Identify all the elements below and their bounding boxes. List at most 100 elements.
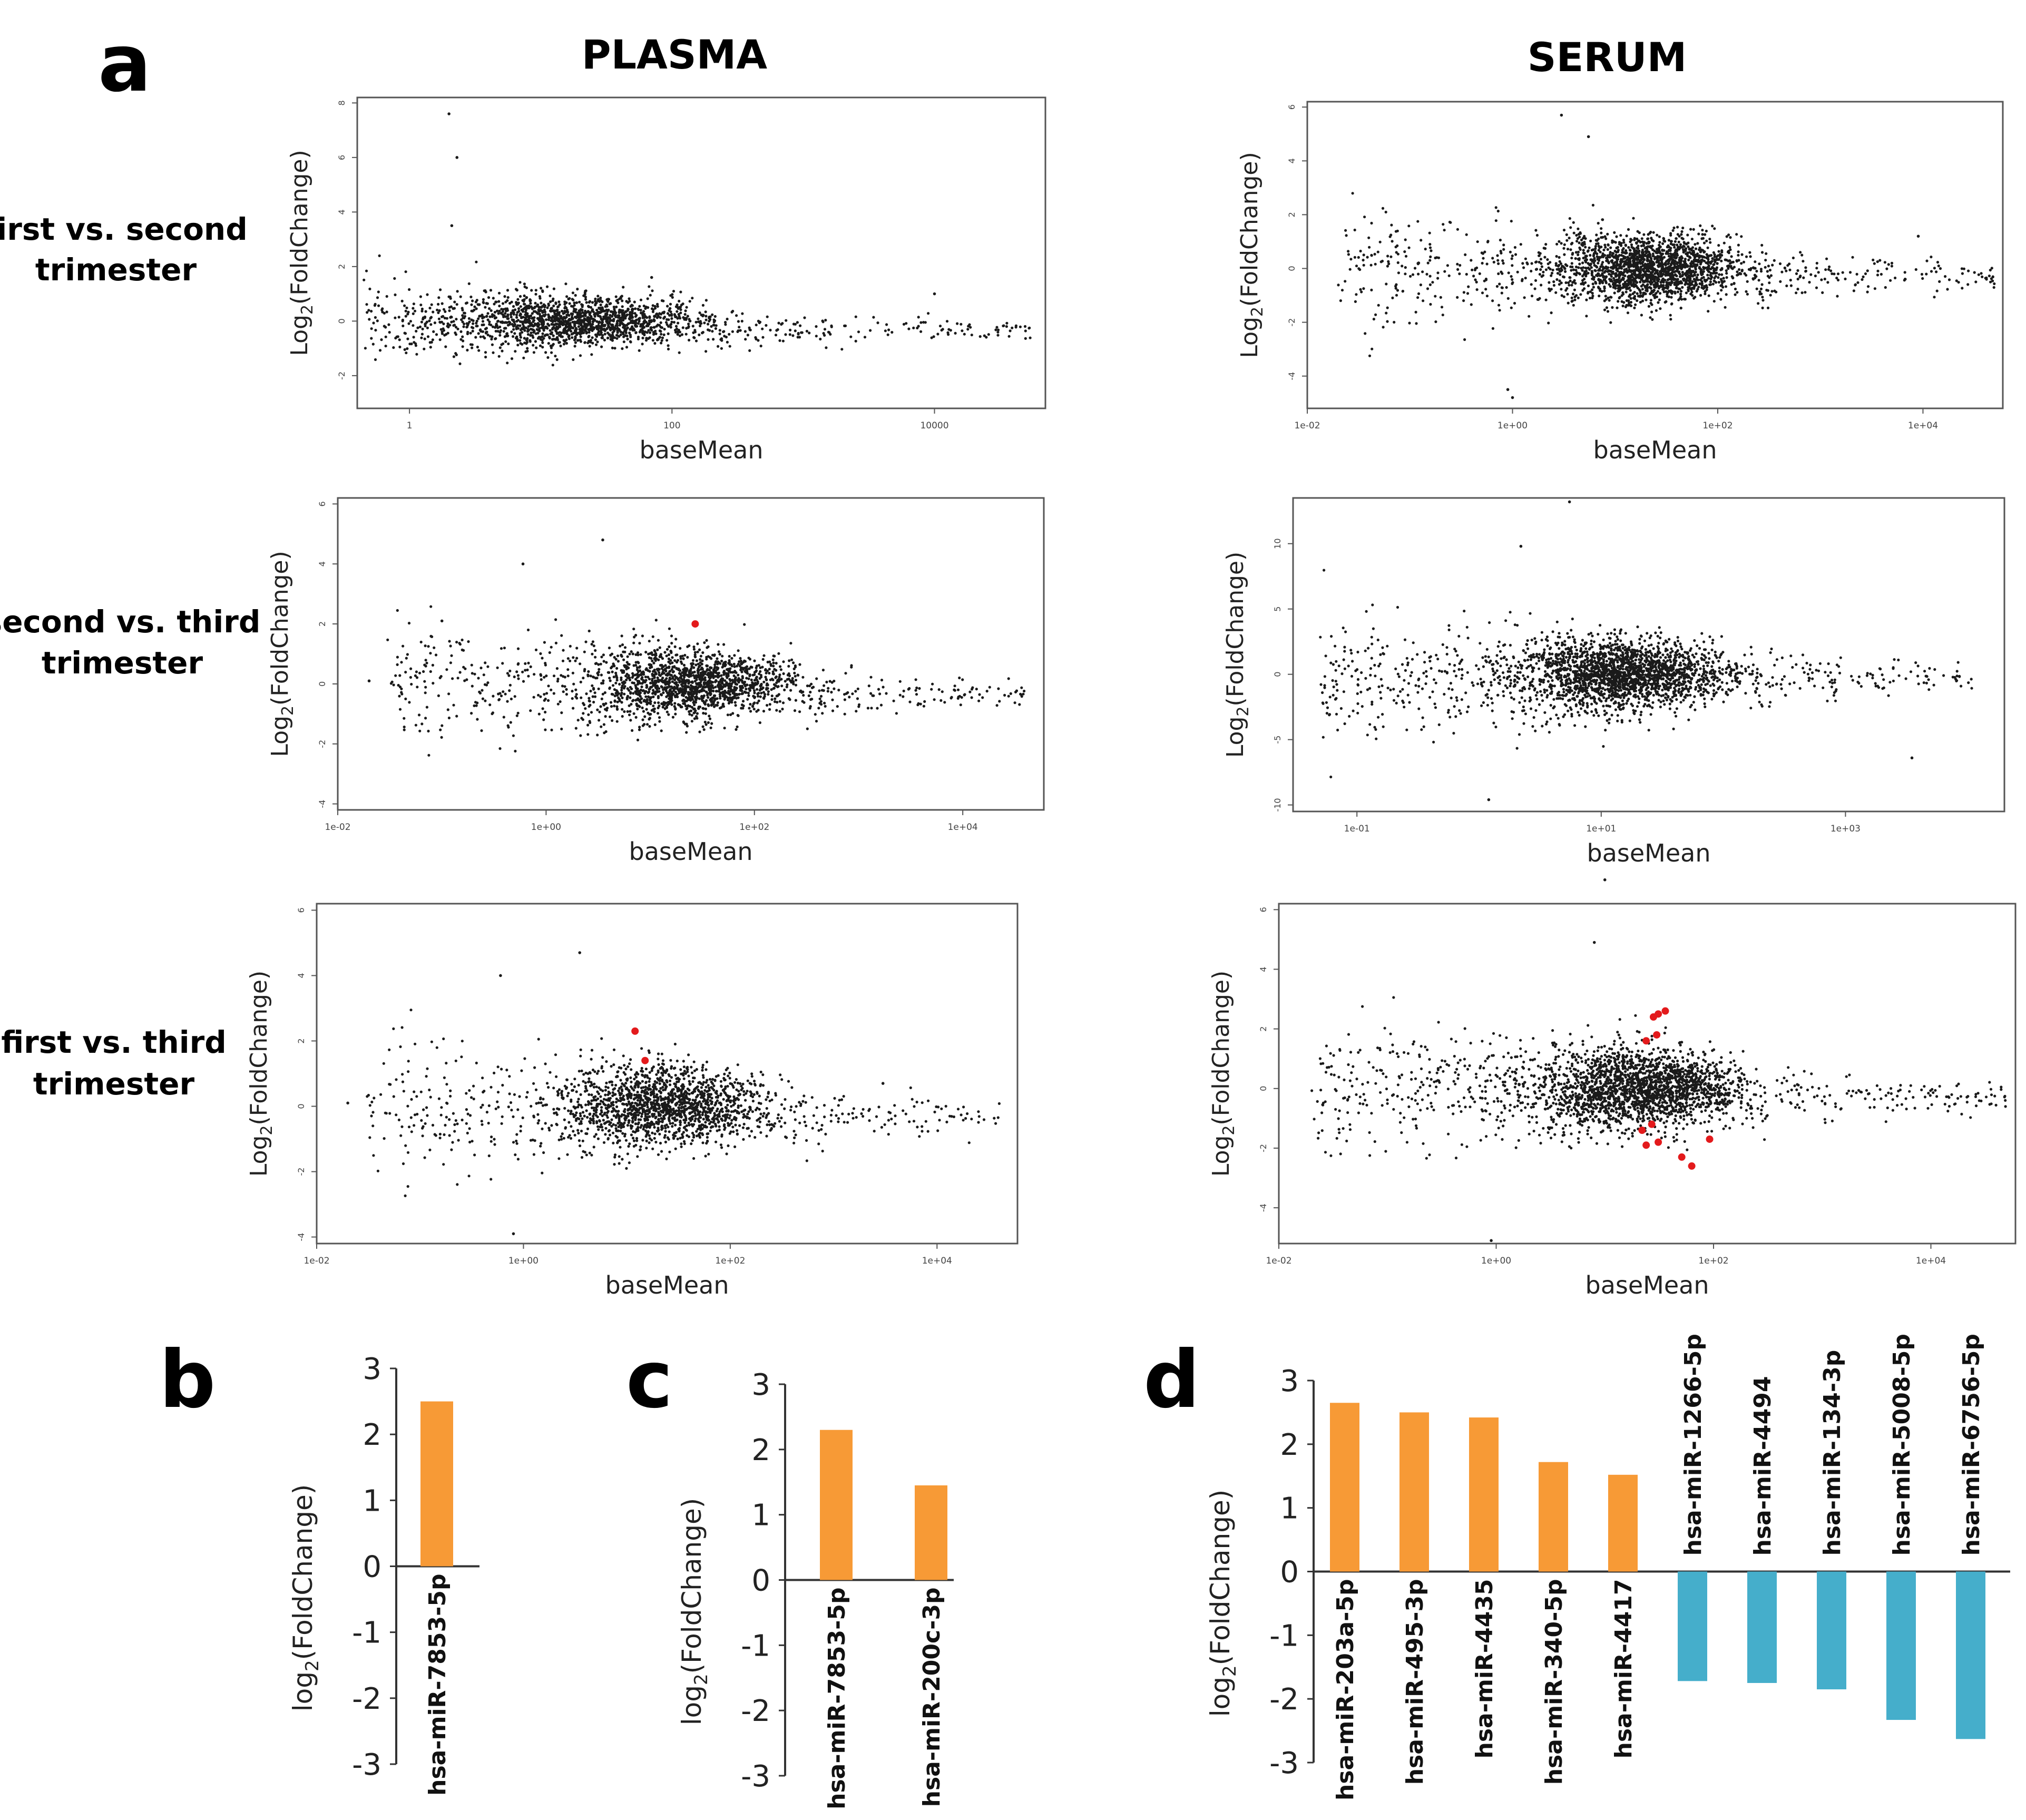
data-point: [1620, 244, 1623, 247]
data-point: [606, 298, 610, 301]
data-point: [559, 700, 562, 703]
data-point: [1428, 243, 1432, 246]
data-point: [573, 338, 576, 341]
data-point: [1593, 259, 1597, 262]
data-point: [808, 331, 811, 335]
data-point: [1660, 268, 1663, 272]
data-point: [1550, 311, 1553, 315]
data-point: [657, 315, 660, 318]
data-point: [1989, 268, 1992, 272]
data-point: [1705, 286, 1709, 289]
data-point: [1538, 260, 1541, 264]
data-point: [1673, 240, 1677, 243]
data-point: [830, 324, 833, 328]
data-point: [1745, 273, 1748, 277]
data-point: [1434, 256, 1437, 260]
data-point: [582, 315, 585, 318]
data-point: [1760, 243, 1764, 247]
data-point: [1002, 324, 1005, 327]
data-point: [523, 282, 526, 286]
data-point: [1629, 289, 1632, 292]
data-point: [595, 320, 599, 323]
data-point: [654, 329, 657, 332]
data-point: [1664, 263, 1667, 267]
data-point: [476, 325, 479, 328]
data-point: [736, 330, 739, 334]
data-point: [1535, 233, 1539, 237]
data-point: [430, 303, 433, 306]
data-point: [505, 332, 509, 335]
data-point: [642, 326, 645, 329]
data-point: [785, 319, 788, 322]
data-point: [1754, 260, 1757, 263]
data-point: [1669, 278, 1672, 281]
data-point: [568, 319, 571, 322]
data-point: [1700, 283, 1704, 287]
data-point: [1024, 337, 1027, 340]
data-point: [1598, 295, 1601, 298]
data-point: [384, 326, 387, 329]
data-point: [605, 308, 608, 311]
data-point: [966, 328, 970, 331]
data-point: [788, 333, 791, 336]
data-point: [1391, 240, 1394, 243]
data-point: [1550, 271, 1554, 275]
data-point: [1700, 286, 1704, 289]
data-point: [606, 337, 609, 340]
data-point: [1622, 286, 1625, 289]
data-point: [1641, 293, 1645, 297]
data-point: [512, 325, 515, 328]
data-point: [733, 654, 736, 657]
data-point: [737, 673, 740, 677]
data-point: [367, 309, 370, 312]
x-tick-label: 1e+02: [1702, 420, 1733, 431]
data-point: [699, 324, 702, 328]
data-point: [1768, 281, 1771, 285]
data-point: [1624, 249, 1628, 252]
data-point: [1669, 290, 1672, 294]
data-point: [1476, 240, 1479, 243]
data-point: [717, 345, 720, 348]
data-point: [412, 312, 415, 316]
data-point: [452, 320, 455, 323]
data-point: [575, 657, 579, 660]
data-point: [504, 312, 507, 315]
data-point: [1583, 270, 1586, 274]
data-point: [613, 347, 616, 350]
data-point: [450, 320, 453, 324]
data-point: [444, 345, 447, 348]
data-point: [826, 690, 829, 693]
data-point: [1627, 228, 1630, 231]
data-point: [1657, 301, 1660, 304]
data-point: [1581, 244, 1584, 247]
data-point: [594, 649, 597, 652]
data-point: [547, 342, 550, 345]
data-point: [890, 331, 894, 334]
data-point: [1977, 273, 1980, 276]
data-point: [458, 362, 462, 366]
data-point: [469, 295, 473, 299]
data-point: [559, 344, 562, 348]
data-point: [470, 326, 474, 329]
data-point: [491, 335, 494, 338]
data-point: [480, 729, 483, 732]
data-point: [632, 628, 635, 631]
data-point: [593, 313, 596, 316]
data-point: [1528, 315, 1531, 318]
data-point: [429, 317, 432, 320]
data-point: [1856, 281, 1859, 284]
data-point: [1577, 296, 1580, 299]
data-point: [373, 304, 377, 307]
data-point: [1564, 263, 1567, 266]
data-point: [1698, 246, 1701, 249]
data-point: [723, 727, 726, 730]
data-point: [1652, 239, 1655, 242]
data-point: [1007, 694, 1010, 698]
data-point: [1629, 274, 1632, 278]
data-point: [401, 318, 405, 322]
data-point: [447, 326, 450, 329]
data-point: [564, 317, 567, 320]
data-point: [657, 706, 660, 709]
data-point: [978, 335, 982, 338]
data-point: [778, 339, 781, 343]
